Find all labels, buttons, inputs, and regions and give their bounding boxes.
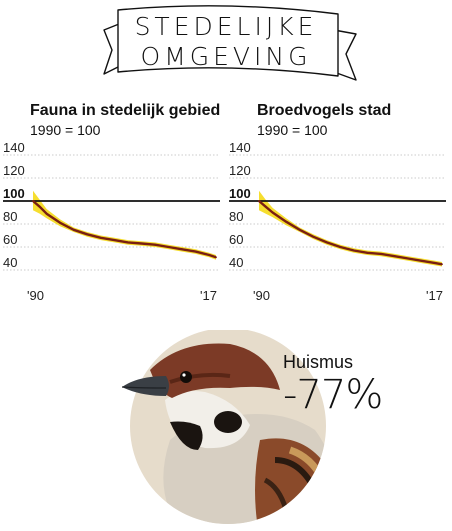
data-point bbox=[181, 248, 184, 251]
banner-title-line1: STEDELIJKE bbox=[134, 12, 318, 41]
data-point bbox=[167, 246, 170, 248]
data-point bbox=[59, 221, 62, 224]
banner-ribbon bbox=[103, 5, 357, 81]
x-tick-label-start: '90 bbox=[27, 288, 44, 303]
x-tick-label-end: '17 bbox=[200, 288, 217, 303]
data-point bbox=[32, 200, 34, 202]
x-tick-label-start: '90 bbox=[253, 288, 270, 303]
chart-1-title: Fauna in stedelijk gebied bbox=[30, 102, 221, 119]
y-tick-label-140: 140 bbox=[3, 140, 25, 155]
data-point bbox=[215, 256, 217, 259]
data-point bbox=[126, 241, 129, 244]
data-point bbox=[380, 253, 382, 255]
data-point bbox=[194, 250, 197, 253]
y-tick-label-140: 140 bbox=[229, 140, 251, 155]
highlight-species-value: -77% bbox=[283, 372, 383, 418]
y-tick-label-80: 80 bbox=[3, 209, 17, 224]
data-point bbox=[285, 220, 288, 223]
data-point bbox=[420, 259, 423, 262]
y-tick-label-60: 60 bbox=[229, 232, 243, 247]
data-point bbox=[407, 257, 410, 260]
chart-fauna-stedelijk: 40 60 80 100 120 140 '90 '17 bbox=[3, 140, 220, 303]
data-point bbox=[140, 242, 143, 245]
data-point bbox=[325, 241, 328, 244]
data-point bbox=[99, 236, 102, 239]
chart-1-subtitle: 1990 = 100 bbox=[30, 122, 101, 138]
data-point bbox=[298, 228, 301, 231]
x-tick-label-end: '17 bbox=[426, 288, 443, 303]
y-tick-label-120: 120 bbox=[3, 163, 25, 178]
data-point bbox=[45, 212, 48, 215]
data-point bbox=[113, 239, 116, 241]
highlight-species-name: Huismus bbox=[283, 352, 354, 372]
data-point bbox=[393, 255, 396, 258]
data-point bbox=[441, 263, 443, 266]
banner-title-line2: OMGEVING bbox=[140, 42, 312, 71]
data-point bbox=[38, 205, 41, 208]
data-point bbox=[434, 262, 437, 264]
data-point bbox=[339, 246, 342, 248]
data-point bbox=[271, 211, 274, 214]
data-point bbox=[264, 205, 267, 208]
data-point bbox=[72, 228, 75, 231]
sparrow-illustration bbox=[121, 330, 326, 524]
data-point bbox=[366, 251, 369, 254]
y-tick-label-80: 80 bbox=[229, 209, 243, 224]
y-tick-label-40: 40 bbox=[229, 255, 243, 270]
data-point bbox=[154, 243, 156, 246]
y-tick-label-100: 100 bbox=[229, 186, 251, 201]
y-tick-label-40: 40 bbox=[3, 255, 17, 270]
data-point bbox=[208, 254, 211, 256]
data-point bbox=[86, 233, 89, 236]
data-point bbox=[312, 235, 315, 238]
series-line bbox=[258, 200, 443, 266]
chart-broedvogels-stad: 40 60 80 100 120 140 '90 '17 bbox=[229, 140, 446, 303]
y-tick-label-60: 60 bbox=[3, 232, 17, 247]
y-tick-label-120: 120 bbox=[229, 163, 251, 178]
data-point bbox=[258, 200, 260, 202]
chart-2-subtitle: 1990 = 100 bbox=[257, 122, 328, 138]
series-line bbox=[32, 200, 217, 259]
chart-2-title: Broedvogels stad bbox=[257, 102, 392, 119]
confidence-band bbox=[259, 190, 442, 267]
y-tick-label-100: 100 bbox=[3, 186, 25, 201]
data-point bbox=[352, 249, 355, 252]
